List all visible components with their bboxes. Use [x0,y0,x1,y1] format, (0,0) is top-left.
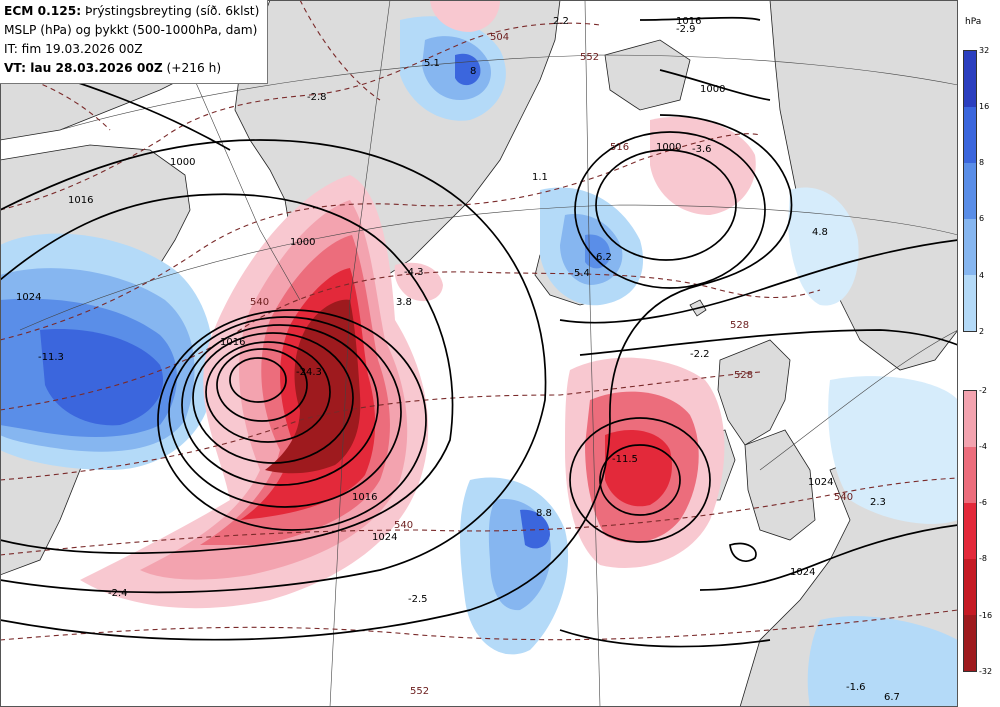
legend-tick: -2 [979,386,987,395]
britain-south [744,429,816,541]
thickness-label: 528 [734,370,753,381]
legend-color-segment [964,391,976,447]
legend-color-segment [964,107,976,163]
legend-color-segment [964,559,976,615]
title-line-1: ECM 0.125: Þrýstingsbreyting (síð. 6klst… [4,2,267,21]
isobar-label: 1024 [372,532,397,543]
title-line-2: MSLP (hPa) og þykkt (500-1000hPa, dam) [4,23,258,37]
isobar-label: 1024 [790,567,815,578]
legend-tick: -32 [979,667,993,676]
change-label: 4.8 [812,227,828,238]
thickness-label: 552 [410,686,429,697]
thickness-label: 516 [610,142,629,153]
legend-color-segment [964,503,976,559]
legend-tick: 32 [979,46,990,55]
isobar-label: 1000 [700,84,725,95]
forecast-hour: (+216 h) [162,61,222,75]
legend-tick: 6 [979,214,985,223]
isobar-label: 1016 [220,337,245,348]
change-label: 1.1 [532,172,548,183]
legend-tick: 4 [979,271,985,280]
isobar-label: 1016 [68,195,93,206]
change-label: -1.6 [846,682,866,693]
isobar-label: 1016 [676,16,701,27]
svalbard [604,39,691,111]
thickness-label: 552 [580,52,599,63]
legend-tick: -6 [979,498,987,507]
thickness-labels: 552 528 540 540 540 552 516 504 528 [250,32,853,697]
change-label: 5.1 [424,58,440,69]
thickness-label: 540 [834,492,853,503]
rise-colorbar [963,50,977,332]
map-title-box: ECM 0.125: Þrýstingsbreyting (síð. 6klst… [0,0,268,84]
legend-color-segment [964,51,976,107]
legend-color-segment [964,275,976,331]
isobar-label: 1000 [170,157,195,168]
change-label: -3.6 [692,144,712,155]
model-name: ECM 0.125: [4,4,82,18]
legend-unit: hPa [965,17,982,27]
thickness-label: 504 [490,32,509,43]
isobar-label: 1024 [16,292,41,303]
init-time: IT: fim 19.03.2026 00Z [4,42,143,56]
change-label: -4.3 [404,267,424,278]
change-label: 5.4 [574,268,590,279]
change-label: -2.8 [307,92,327,103]
graticule [19,0,958,707]
thickness-label: 540 [394,520,413,531]
isobar-label: 1024 [808,477,833,488]
change-label: -11.3 [38,352,64,363]
change-label: 3.8 [396,297,412,308]
field-name: Þrýstingsbreyting (síð. 6klst) [81,4,260,18]
valid-time-line: VT: lau 28.03.2026 00Z (+216 h) [4,59,267,78]
isobar-labels: 1016 1016 1000 1000 1016 1024 1024 1024 … [16,16,833,578]
change-label: 6.2 [596,252,612,263]
change-label: -24.3 [296,367,322,378]
weather-map: 1016 1016 1000 1000 1016 1024 1024 1024 … [0,0,958,707]
legend-tick: 16 [979,102,990,111]
legend-tick: 2 [979,327,985,336]
thickness-label: 528 [730,320,749,331]
legend-tick: -16 [979,611,993,620]
legend-color-segment [964,219,976,275]
scotland [717,339,791,446]
change-labels: 5.1 8 -2.8 -3.6 -2.9 2.2 4.8 -11.3 -24.3… [38,16,900,703]
legend-color-segment [964,447,976,503]
thickness-label: 540 [250,297,269,308]
legend-tick: -8 [979,554,987,563]
legend-tick: -4 [979,442,987,451]
change-label: 8.8 [536,508,552,519]
change-label: -2.2 [690,349,710,360]
change-label: -2.4 [108,588,128,599]
change-label: -2.9 [676,24,696,35]
fall-colorbar [963,390,977,672]
change-label: 8 [470,66,476,77]
change-label: -2.5 [408,594,428,605]
color-legend: hPa 32 16 8 6 4 2 -2 -4 -6 -8 -16 -32 [958,0,1000,707]
isobar-label: 1000 [290,237,315,248]
legend-color-segment [964,615,976,671]
legend-color-segment [964,163,976,219]
change-label: 2.3 [870,497,886,508]
change-label: 6.7 [884,692,900,703]
change-label: 2.2 [553,16,569,27]
isobar-label: 1000 [656,142,681,153]
valid-time: VT: lau 28.03.2026 00Z [4,61,163,75]
isobar-label: 1016 [352,492,377,503]
isobars [0,16,958,648]
legend-tick: 8 [979,158,985,167]
pressure-rise-areas [0,16,958,707]
change-label: -11.5 [612,454,638,465]
